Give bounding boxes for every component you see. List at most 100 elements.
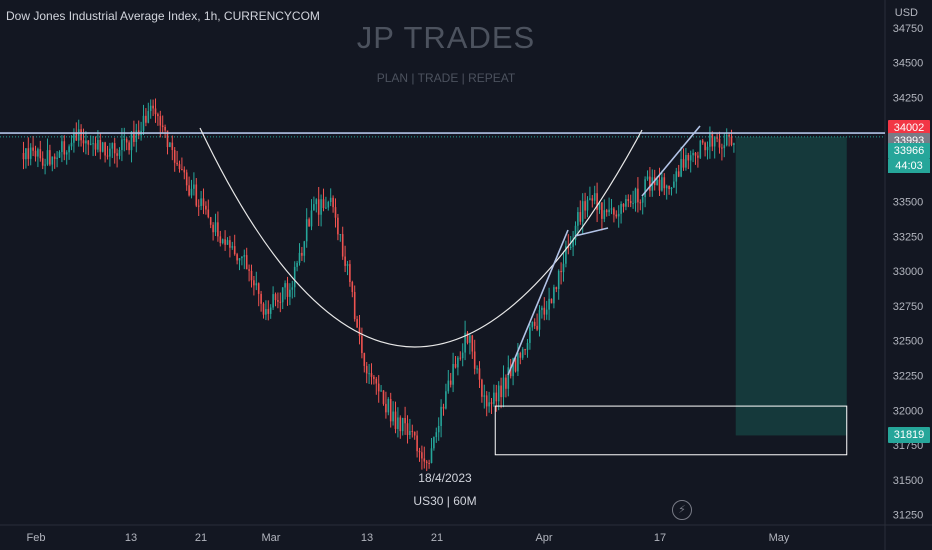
candle-body — [593, 193, 596, 201]
candle-body — [454, 363, 457, 368]
candle-body — [445, 391, 447, 409]
x-tick-label: Feb — [27, 532, 46, 544]
candle-body — [704, 142, 706, 151]
candle-body — [387, 399, 390, 413]
candle-body — [257, 283, 260, 294]
candle-body — [296, 262, 298, 267]
candle-body — [368, 373, 370, 375]
candle-body — [70, 142, 73, 147]
candle-body — [680, 159, 682, 177]
y-tick-label: 33000 — [893, 266, 924, 278]
candle-body — [553, 287, 555, 304]
candle-body — [404, 417, 406, 424]
candle-body — [63, 141, 66, 155]
candle-body — [166, 130, 169, 148]
x-tick-label: Apr — [535, 532, 552, 544]
candle-body — [123, 139, 126, 141]
candle-body — [277, 300, 279, 302]
candle-body — [377, 383, 380, 392]
candle-body — [269, 307, 272, 314]
candle-body — [320, 199, 322, 215]
candle-body — [533, 321, 536, 326]
candle-body — [281, 287, 284, 303]
x-tick-label: 21 — [195, 532, 207, 544]
candle-body — [687, 154, 690, 161]
x-tick-label: 17 — [654, 532, 666, 544]
candle-body — [310, 210, 313, 227]
y-tick-label: 32000 — [893, 405, 924, 417]
candle-body — [423, 458, 426, 462]
candle-body — [382, 390, 385, 404]
candle-body — [334, 207, 337, 218]
candle-body — [255, 283, 258, 286]
candle-body — [65, 152, 68, 155]
y-tick-label: 32750 — [893, 301, 924, 313]
candle-body — [682, 159, 685, 168]
candle-body — [615, 214, 618, 217]
cup-pattern-curve — [199, 127, 643, 348]
candle-body — [145, 115, 147, 123]
candle-body — [634, 188, 637, 204]
candle-body — [476, 368, 478, 370]
candle-body — [349, 264, 351, 282]
candle-body — [639, 202, 642, 204]
candle-body — [440, 406, 442, 427]
candle-body — [502, 377, 505, 398]
candle-body — [207, 209, 210, 218]
candle-body — [245, 255, 248, 270]
candle-body — [733, 143, 735, 145]
candle-body — [617, 213, 620, 217]
candle-body — [490, 402, 493, 404]
candle-body — [641, 197, 644, 203]
candle-body — [171, 142, 174, 151]
candle-body — [195, 184, 198, 206]
candle-body — [497, 385, 500, 402]
candle-body — [697, 155, 699, 158]
candle-body — [625, 199, 627, 207]
candle-body — [365, 365, 368, 374]
candle-body — [596, 193, 598, 210]
candle-body — [562, 263, 565, 273]
candle-body — [728, 134, 730, 137]
candle-body — [193, 184, 195, 189]
candle-body — [689, 155, 692, 161]
y-tick-label: 31750 — [893, 440, 924, 452]
candle-body — [298, 252, 301, 263]
candle-body — [519, 352, 522, 358]
candle-body — [135, 130, 138, 142]
candle-body — [555, 287, 558, 290]
candle-body — [557, 270, 560, 290]
candle-body — [521, 349, 524, 358]
candle-body — [356, 319, 358, 328]
lightning-icon[interactable]: ⚡︎ — [672, 500, 692, 520]
candle-body — [27, 148, 30, 159]
candle-body — [428, 462, 430, 464]
candle-body — [545, 309, 548, 315]
candle-body — [125, 139, 128, 143]
candle-body — [49, 150, 51, 165]
candle-body — [346, 264, 349, 266]
candle-body — [92, 143, 94, 145]
candle-body — [34, 150, 37, 157]
candle-body — [181, 169, 183, 171]
candle-body — [548, 298, 550, 310]
candle-body — [637, 188, 639, 203]
y-tick-label: 32500 — [893, 336, 924, 348]
candle-body — [730, 136, 733, 145]
candle-body — [106, 155, 109, 157]
watermark-title: JP TRADES — [356, 20, 536, 55]
candle-body — [262, 303, 265, 315]
bar-countdown: 44:03 — [888, 159, 930, 174]
candle-body — [173, 150, 176, 163]
candle-body — [670, 187, 673, 190]
candle-body — [265, 309, 267, 315]
candle-body — [152, 105, 154, 109]
candle-body — [421, 452, 423, 459]
candle-body — [219, 236, 222, 244]
candle-body — [389, 399, 392, 422]
candle-body — [291, 287, 294, 290]
candle-body — [248, 269, 250, 271]
candle-body — [341, 234, 344, 257]
candle-body — [329, 197, 332, 203]
